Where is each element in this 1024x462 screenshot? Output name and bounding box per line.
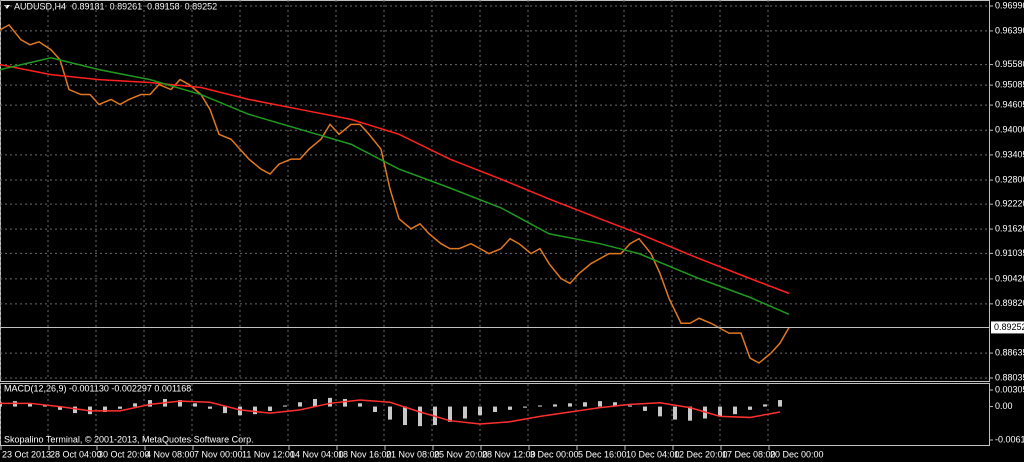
y-tick-label: -0.006155 [995,434,1024,444]
price-line [0,63,790,295]
histogram-bar [748,406,752,410]
histogram-bar [403,406,407,426]
y-tick-label: 0.94605 [995,99,1024,109]
histogram-bar [493,406,497,413]
histogram-bar [28,403,32,407]
histogram-bar [658,406,662,417]
histogram-bar [268,406,272,411]
histogram-bar [523,406,527,408]
histogram-bar [253,406,257,415]
histogram-bar [238,406,242,416]
y-tick-label: 0.95085 [995,80,1024,90]
histogram-bar [778,400,782,407]
histogram-bar [553,404,557,407]
histogram-bar [418,406,422,427]
histogram-bar [688,406,692,421]
x-tick-label: 20 Dec 00:00 [770,449,824,459]
histogram-bar [223,406,227,414]
x-tick-label: 10 Dec 04:00 [626,449,680,459]
y-tick-label: 0.91035 [995,248,1024,258]
histogram-bar [193,403,197,407]
y-tick-label: 0.93405 [995,149,1024,159]
histogram-bar [343,398,347,407]
histogram-bar [448,406,452,422]
histogram-bar [118,406,122,409]
x-tick-label: 21 Nov 08:00 [386,449,440,459]
x-tick-label: 18 Nov 16:00 [338,449,392,459]
price-line [0,399,781,425]
x-tick-label: 5 Dec 16:00 [578,449,627,459]
histogram-bar [598,401,602,407]
price-line [0,56,790,316]
histogram-bar [208,406,212,409]
histogram-bar [73,406,77,414]
last-price-label: 0.89252 [994,322,1024,332]
x-tick-label: 11 Nov 12:00 [242,449,295,459]
x-tick-label: 28 Oct 04:00 [50,449,102,459]
price-line [0,23,790,364]
x-tick-label: 28 Nov 12:00 [482,449,536,459]
x-tick-label: 7 Nov 00:00 [194,449,243,459]
histogram-bar [148,400,152,407]
x-tick-label: 3 Dec 00:00 [530,449,579,459]
last-price-box [991,321,1024,334]
x-tick-label: 4 Nov 08:00 [146,449,195,459]
histogram-bar [508,406,512,410]
macd-title: MACD(12,26,9) -0.001130 -0.002297 0.0011… [4,383,191,393]
histogram-bar [733,406,737,415]
x-tick-label: 30 Oct 20:00 [98,449,150,459]
histogram-bar [478,406,482,416]
histogram-bar [583,402,587,407]
histogram-bar [178,400,182,407]
histogram-bar [313,398,317,407]
x-tick-label: 14 Nov 04:00 [290,449,344,459]
x-tick-label: 12 Dec 20:00 [674,449,728,459]
histogram-bar [718,406,722,417]
histogram-bar [763,404,767,407]
histogram-bar [43,405,47,407]
histogram-bar [328,397,332,407]
histogram-bar [388,406,392,420]
histogram-bar [643,406,647,411]
y-tick-label: 0.003052 [995,384,1024,394]
histogram-bar [373,406,377,413]
y-tick-label: 0.00 [995,401,1013,411]
histogram-bar [298,402,302,407]
histogram-bar [0,402,2,407]
histogram-bar [628,405,632,407]
histogram-bar [568,403,572,407]
x-tick-label: 23 Oct 2013 [2,449,51,459]
histogram-bar [538,405,542,407]
ohlc-value: 0.89158 [147,1,180,11]
x-tick-label: 25 Nov 20:00 [434,449,488,459]
y-tick-label: 0.88635 [995,347,1024,357]
y-tick-label: 0.88035 [995,372,1024,382]
x-tick-label: 17 Dec 08:00 [722,449,776,459]
histogram-bar [358,403,362,407]
histogram-bar [613,402,617,407]
histogram-bar [463,406,467,419]
footer: Skopalino Terminal, © 2001-2013, MetaQuo… [4,434,254,444]
histogram-bar [673,406,677,420]
histogram-bar [103,406,107,413]
ohlc-value: 0.89181 [72,1,105,11]
histogram-bar [133,403,137,407]
histogram-bar [283,405,287,407]
histogram-bar [58,406,62,410]
